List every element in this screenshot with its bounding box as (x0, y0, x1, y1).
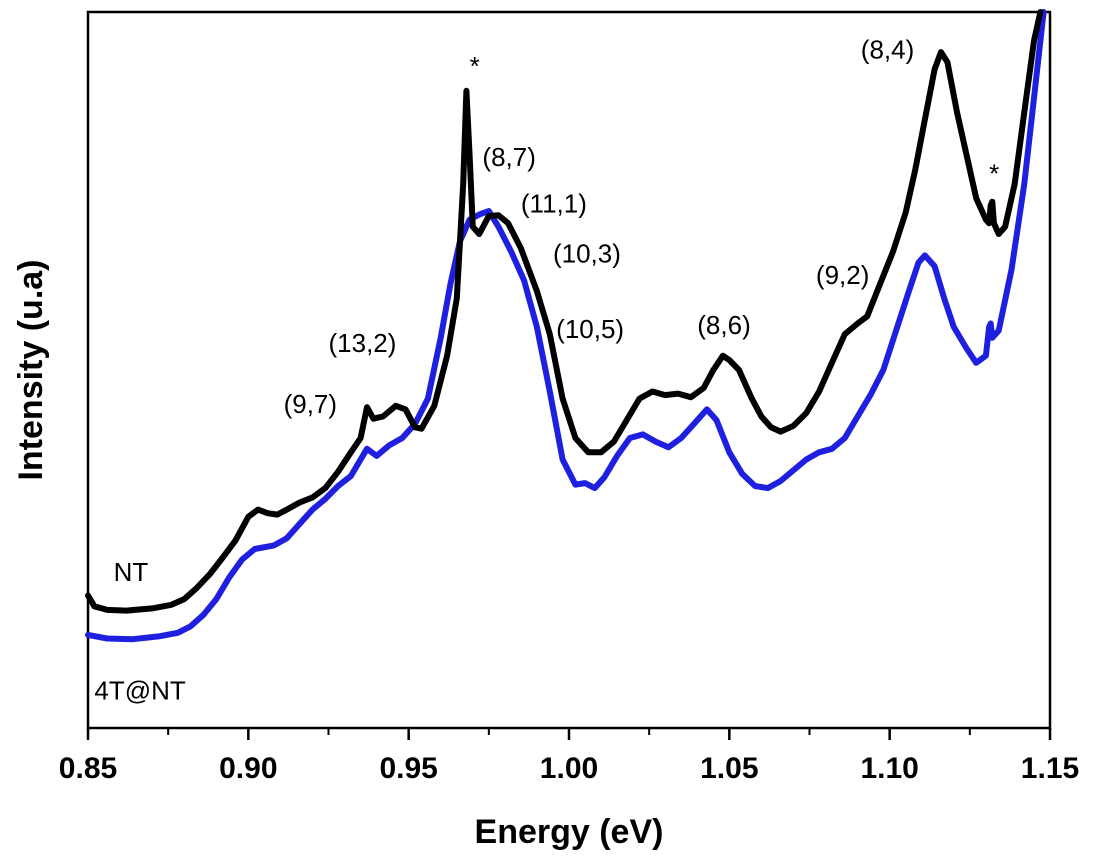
annotations: * (8,7) (11,1) (10,3) (10,5) (8,6) (9,2) (8,4) *… (284, 35, 1000, 419)
peak-annotation: (8,7) (482, 142, 535, 172)
series-group (85, 9, 1047, 643)
series-labels: NT 4T@NT (94, 557, 186, 705)
y-axis-title: Intensity (u.a) (12, 259, 50, 480)
peak-annotation: (9,7) (284, 389, 337, 419)
x-tick-label: 1.05 (700, 752, 758, 785)
series-label: NT (114, 557, 149, 587)
x-axis-ticks: 0.85 0.90 0.95 1.00 1.05 1.10 1.15 (59, 728, 1079, 785)
peak-annotation: * (470, 51, 480, 81)
series-line-4t-nt (85, 9, 1047, 643)
x-tick-label: 1.00 (540, 752, 598, 785)
series-label: 4T@NT (94, 675, 186, 705)
peak-annotation: (8,6) (697, 310, 750, 340)
series-line-nt (85, 9, 1044, 614)
x-tick-label: 0.85 (59, 752, 117, 785)
peak-annotation: (11,1) (521, 188, 587, 218)
peak-annotation: (10,3) (553, 239, 621, 269)
peak-annotation: (8,4) (861, 35, 914, 65)
peak-annotation: (10,5) (556, 314, 624, 344)
peak-annotation: (9,2) (816, 260, 869, 290)
x-tick-label: 1.15 (1021, 752, 1079, 785)
peak-annotation: * (989, 158, 999, 188)
plot-frame (86, 10, 1052, 730)
x-tick-label: 1.10 (860, 752, 918, 785)
peak-annotation: (13,2) (329, 328, 397, 358)
x-axis-title: Energy (eV) (475, 813, 664, 851)
x-tick-label: 0.90 (219, 752, 277, 785)
x-tick-label: 0.95 (379, 752, 437, 785)
